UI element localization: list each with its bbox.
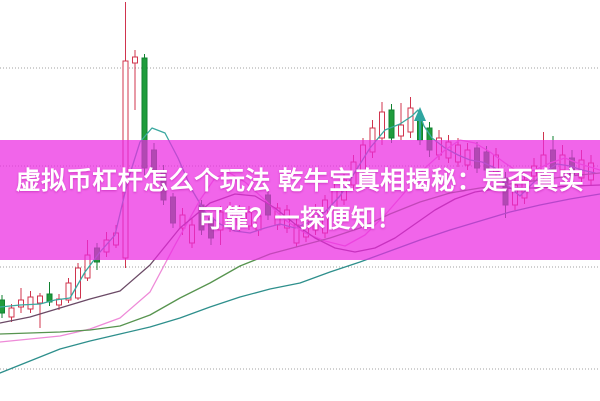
headline-banner: 虚拟币杠杆怎么个玩法 乾牛宝真相揭秘：是否真实 可靠？一探便知！ bbox=[0, 140, 600, 260]
headline-line-1: 虚拟币杠杆怎么个玩法 乾牛宝真相揭秘：是否真实 bbox=[15, 167, 585, 195]
headline-line-2: 可靠？一探便知！ bbox=[197, 205, 402, 233]
